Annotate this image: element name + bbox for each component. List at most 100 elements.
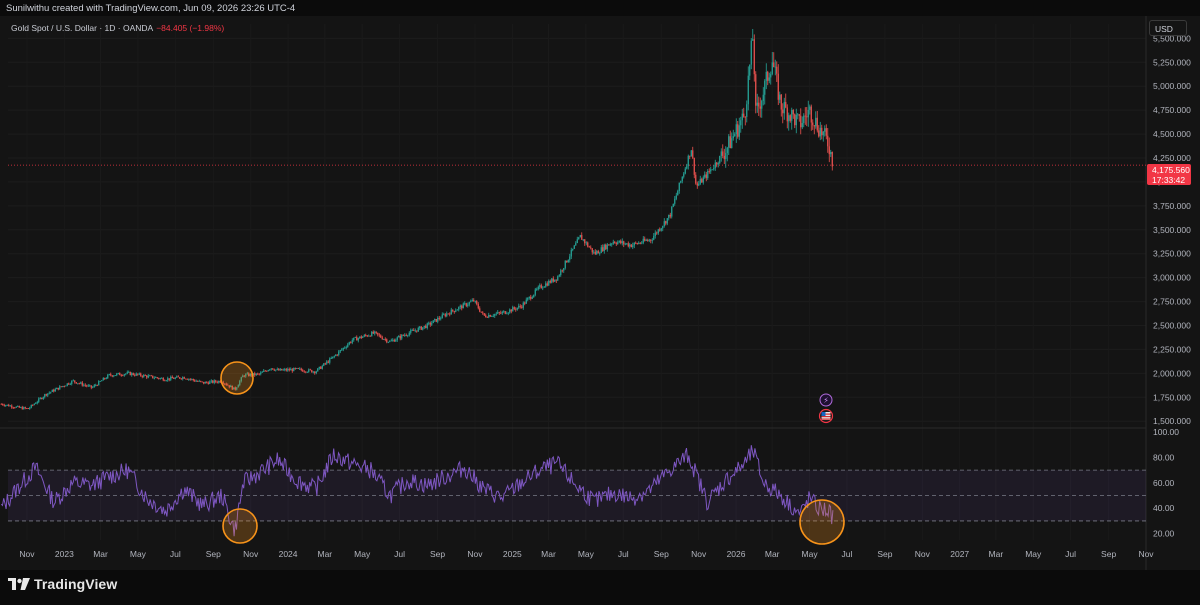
candle-body	[317, 368, 319, 372]
candle-body	[647, 240, 649, 241]
candle-body	[197, 381, 199, 382]
candle-body	[324, 363, 326, 365]
candle-body	[468, 302, 470, 305]
candle-body	[777, 73, 779, 100]
candle-body	[90, 385, 92, 388]
candle-body	[462, 303, 464, 309]
candle-body	[765, 71, 767, 81]
candle-body	[401, 334, 403, 339]
candle-body	[161, 377, 163, 379]
time-tick-label: 2025	[503, 549, 522, 559]
candle-body	[260, 372, 262, 375]
candle-body	[627, 243, 629, 247]
candle-body	[738, 125, 740, 137]
candle-body	[128, 371, 130, 373]
candle-body	[785, 101, 787, 108]
candle-body	[32, 404, 34, 406]
candle-body	[539, 285, 541, 287]
candle-body	[299, 368, 301, 370]
candle-body	[423, 325, 425, 328]
candle-body	[332, 356, 334, 359]
candle-body	[452, 309, 454, 311]
tradingview-logo[interactable]: TradingView	[8, 576, 117, 592]
candle-body	[723, 155, 725, 159]
candle-body	[216, 381, 218, 383]
candle-body	[557, 276, 559, 281]
candle-body	[264, 370, 266, 372]
candle-body	[14, 407, 16, 409]
candle-body	[383, 339, 385, 340]
highlight-circle-rsi-oct2023	[222, 508, 258, 544]
candle-body	[62, 386, 64, 387]
candle-body	[512, 307, 514, 312]
time-tick-label: Nov	[1138, 549, 1154, 559]
candle-body	[137, 373, 139, 375]
candle-body	[447, 313, 449, 315]
candle-body	[53, 389, 55, 392]
candle-body	[155, 377, 157, 379]
candle-body	[644, 238, 646, 241]
candle-body	[509, 309, 511, 313]
candle-body	[9, 405, 11, 407]
candle-body	[135, 373, 137, 376]
candle-body	[473, 300, 475, 302]
time-tick-label: Jul	[394, 549, 405, 559]
candle-body	[290, 369, 292, 371]
candle-body	[786, 107, 788, 122]
symbol-legend[interactable]: Gold Spot / U.S. Dollar · 1D · OANDA −84.…	[11, 23, 224, 33]
candle-body	[554, 279, 556, 282]
candle-body	[626, 243, 628, 245]
candle-body	[671, 206, 673, 217]
candle-body	[167, 378, 169, 381]
candle-body	[35, 403, 37, 405]
lightning-event-icon[interactable]: ⚡	[819, 393, 833, 407]
candle-body	[51, 389, 53, 392]
candle-body	[302, 370, 304, 372]
candle-body	[624, 243, 626, 245]
candle-body	[578, 237, 580, 240]
candle-body	[198, 380, 200, 382]
candle-body	[336, 354, 338, 356]
candle-body	[459, 305, 461, 308]
candle-body	[431, 323, 433, 325]
candle-body	[92, 386, 94, 388]
candle-body	[146, 375, 148, 378]
candle-body	[641, 242, 643, 244]
candle-body	[594, 251, 596, 254]
candle-body	[312, 371, 314, 373]
chart-panel[interactable]	[0, 16, 1200, 570]
candle-body	[527, 298, 529, 300]
currency-button[interactable]: USD	[1149, 20, 1187, 36]
candle-body	[69, 383, 71, 385]
price-tick-label: 1,750.000	[1153, 392, 1191, 402]
candle-body	[618, 240, 620, 243]
price-tick-label: 2,000.000	[1153, 368, 1191, 378]
candle-body	[89, 385, 91, 387]
time-tick-label: Mar	[989, 549, 1004, 559]
candle-body	[243, 375, 245, 377]
candle-body	[567, 259, 569, 263]
candle-body	[476, 301, 478, 305]
candle-body	[185, 378, 187, 380]
candle-body	[2, 404, 4, 406]
candle-body	[558, 275, 560, 277]
candle-body	[587, 242, 589, 247]
time-tick-label: Sep	[430, 549, 445, 559]
candle-body	[308, 369, 310, 372]
price-tick-label: 3,250.000	[1153, 249, 1191, 259]
candle-body	[564, 260, 566, 269]
us-flag-icon[interactable]	[818, 408, 834, 424]
candle-body	[456, 309, 458, 311]
candle-body	[333, 356, 335, 357]
candle-body	[474, 301, 476, 302]
candle-body	[390, 340, 392, 342]
candle-body	[63, 386, 65, 387]
candle-body	[393, 339, 395, 342]
candle-body	[107, 374, 109, 379]
candle-body	[485, 315, 487, 318]
candle-body	[267, 370, 269, 372]
candle-body	[158, 377, 160, 379]
candle-body	[249, 373, 251, 377]
candle-body	[441, 314, 443, 319]
